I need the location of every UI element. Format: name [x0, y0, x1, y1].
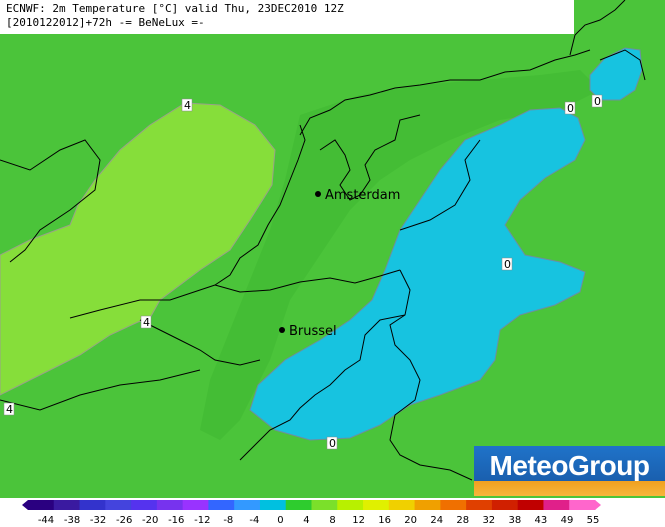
legend-arrow-right: [595, 500, 601, 510]
legend-swatch: [363, 500, 390, 510]
contour-label: 0: [501, 257, 513, 271]
legend-swatch: [517, 500, 544, 510]
legend-tick-label: 28: [456, 515, 469, 526]
legend-swatch: [440, 500, 467, 510]
legend-swatch: [28, 500, 55, 510]
legend-tick-label: -8: [223, 515, 233, 526]
legend-swatch: [259, 500, 287, 510]
legend-swatch: [131, 500, 158, 510]
contour-label: 0: [591, 94, 603, 108]
legend-swatch: [105, 500, 132, 510]
legend-tick-label: 49: [561, 515, 574, 526]
legend-color-bar: [22, 500, 601, 510]
svg-text:0: 0: [567, 102, 574, 115]
legend-swatch: [491, 500, 519, 510]
legend-tick-label: -26: [116, 515, 132, 526]
legend-swatch: [311, 500, 338, 510]
legend-swatch: [337, 500, 364, 510]
svg-text:0: 0: [594, 95, 601, 108]
legend-swatch: [53, 500, 81, 510]
legend-swatch: [543, 500, 570, 510]
city-label: Amsterdam: [325, 188, 400, 203]
legend-ticks: -44 -38 -32 -26 -20 -16 -12 -8 -4 0 4 8 12 16 20 24 28 32…: [38, 515, 600, 526]
city-marker: [315, 191, 321, 197]
legend-arrow-left: [22, 500, 28, 510]
legend-swatch: [466, 500, 493, 510]
map-top-strip: [574, 0, 665, 30]
header-title: ECNWF: 2m Temperature [°C] valid Thu, 23…: [6, 2, 344, 15]
legend-tick-label: 4: [303, 515, 309, 526]
legend-tick-label: -16: [168, 515, 184, 526]
contour-label: 0: [326, 436, 338, 450]
legend-swatch: [234, 500, 261, 510]
legend-tick-label: 32: [482, 515, 495, 526]
contour-label: 4: [3, 402, 15, 416]
legend-swatch: [414, 500, 441, 510]
header-subtitle: [2010122012]+72h -= BeNeLux =-: [6, 16, 205, 29]
legend-tick-label: 55: [587, 515, 600, 526]
legend-tick-label: 16: [378, 515, 391, 526]
legend-swatch: [208, 500, 235, 510]
legend-tick-label: -20: [142, 515, 158, 526]
legend-swatch: [388, 500, 416, 510]
svg-text:0: 0: [504, 258, 511, 271]
legend-swatch: [156, 500, 184, 510]
coastal-band: [200, 70, 600, 440]
legend-tick-label: -44: [38, 515, 54, 526]
cold-zone-0c: [249, 107, 586, 441]
contour-label: 4: [181, 98, 193, 112]
logo-text: MeteoGroup: [489, 450, 650, 481]
temperature-map: 4 4 4 0 0 0 0 Amsterdam Brussel: [0, 0, 665, 498]
city-brussel: Brussel: [279, 324, 337, 339]
svg-text:4: 4: [6, 403, 13, 416]
legend-tick-label: -4: [249, 515, 259, 526]
city-label: Brussel: [289, 324, 337, 339]
legend-tick-label: 38: [508, 515, 521, 526]
contour-label: 4: [140, 315, 152, 329]
legend-tick-label: 12: [352, 515, 365, 526]
contour-labels: 4 4 4 0 0 0 0: [3, 94, 603, 450]
borders: [0, 0, 646, 481]
legend-tick-label: 43: [535, 515, 548, 526]
legend-swatch: [79, 500, 106, 510]
legend-tick-label: 24: [430, 515, 443, 526]
map-header: ECNWF: 2m Temperature [°C] valid Thu, 23…: [0, 0, 574, 34]
legend-tick-label: -12: [194, 515, 210, 526]
legend-tick-label: -38: [64, 515, 80, 526]
city-amsterdam: Amsterdam: [315, 188, 400, 203]
legend-swatch: [285, 500, 312, 510]
meteogroup-logo: MeteoGroup: [474, 446, 665, 496]
legend-swatch: [569, 500, 596, 510]
city-marker: [279, 327, 285, 333]
svg-text:0: 0: [329, 437, 336, 450]
legend-tick-label: -32: [90, 515, 106, 526]
legend-swatch: [182, 500, 209, 510]
warm-zone-4c: [0, 102, 276, 396]
svg-text:4: 4: [143, 316, 150, 329]
legend-tick-label: 0: [277, 515, 283, 526]
svg-text:4: 4: [184, 99, 191, 112]
legend-tick-label: 20: [404, 515, 417, 526]
contour-label: 0: [564, 101, 576, 115]
legend-tick-label: 8: [329, 515, 335, 526]
color-legend: -44 -38 -32 -26 -20 -16 -12 -8 -4 0 4 8 12 16 20 24 28 32…: [0, 498, 665, 527]
